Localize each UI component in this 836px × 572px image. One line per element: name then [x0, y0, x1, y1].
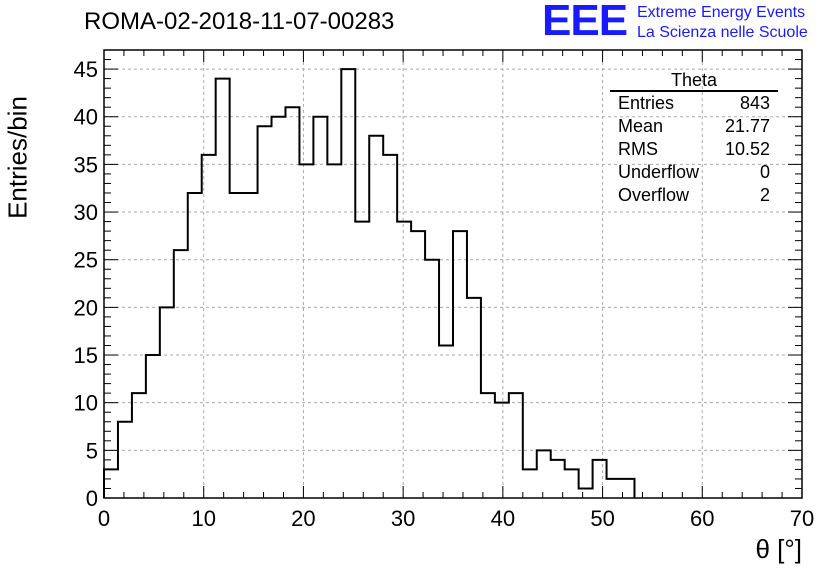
histogram-bin: [579, 488, 593, 498]
stats-row-underflow: Underflow 0: [610, 161, 778, 184]
histogram-bin: [523, 469, 537, 498]
histogram-bin: [481, 393, 495, 498]
stats-value: 21.77: [724, 116, 770, 136]
histogram-bin: [369, 136, 383, 498]
stats-value: 0: [759, 162, 770, 182]
histogram-bin: [425, 260, 439, 498]
stats-row-entries: Entries 843: [610, 92, 778, 115]
histogram-bin: [146, 355, 160, 498]
histogram-bin: [118, 422, 132, 498]
x-tick-label: 40: [491, 506, 515, 531]
logo-line-2: La Scienza nelle Scuole: [637, 24, 808, 41]
x-tick-label: 50: [590, 506, 614, 531]
y-tick-label: 25: [74, 248, 98, 273]
y-tick-label: 30: [74, 200, 98, 225]
histogram-bin: [174, 250, 188, 498]
histogram-bin: [509, 393, 523, 498]
histogram-bin: [230, 193, 244, 498]
y-tick-label: 45: [74, 57, 98, 82]
histogram-bin: [341, 69, 355, 498]
stats-value: 2: [759, 185, 770, 205]
histogram-bin: [453, 231, 467, 498]
stats-value: 843: [739, 93, 770, 113]
histogram-bin: [216, 79, 230, 498]
histogram-bin: [327, 164, 341, 498]
histogram-bin: [537, 450, 551, 498]
stats-box: Theta Entries 843 Mean 21.77 RMS 10.52 U…: [610, 70, 778, 207]
y-tick-label: 40: [74, 105, 98, 130]
stats-value: 10.52: [724, 139, 770, 159]
stats-title: Theta: [610, 70, 778, 92]
plot-frame: [103, 49, 803, 499]
x-tick-label: 70: [790, 506, 814, 531]
histogram-bin: [188, 193, 202, 498]
x-tick-label: 60: [690, 506, 714, 531]
y-tick-label: 0: [86, 486, 98, 511]
logo-line-1: Extreme Energy Events: [637, 4, 806, 21]
histogram-bin: [104, 469, 118, 498]
y-tick-label: 35: [74, 152, 98, 177]
histogram-bin: [299, 164, 313, 498]
histogram-bin: [467, 298, 481, 498]
chart-title: ROMA-02-2018-11-07-00283: [84, 8, 395, 35]
histogram-bin: [383, 155, 397, 498]
stats-label: Underflow: [618, 162, 700, 182]
histogram-bin: [355, 222, 369, 498]
histogram-bin: [258, 126, 272, 498]
histogram-bin: [607, 479, 621, 498]
y-axis-label: Entries/bin: [2, 96, 33, 219]
x-tick-label: 30: [391, 506, 415, 531]
histogram-bin: [285, 107, 299, 498]
stats-row-mean: Mean 21.77: [610, 115, 778, 138]
stats-label: Overflow: [618, 185, 690, 205]
stats-row-overflow: Overflow 2: [610, 184, 778, 207]
stats-label: RMS: [618, 139, 658, 159]
y-tick-label: 15: [74, 343, 98, 368]
stats-row-rms: RMS 10.52: [610, 138, 778, 161]
x-tick-label: 10: [191, 506, 215, 531]
histogram-bin: [411, 231, 425, 498]
x-axis-label: θ [°]: [755, 534, 802, 564]
histogram-bin: [397, 222, 411, 498]
logo-letters: EEE: [542, 0, 628, 45]
x-tick-label: 20: [291, 506, 315, 531]
histogram-bin: [132, 393, 146, 498]
histogram-bin: [593, 460, 607, 498]
histogram-bin: [565, 469, 579, 498]
y-tick-label: 20: [74, 295, 98, 320]
x-tick-label: 0: [98, 506, 110, 531]
stats-label: Mean: [618, 116, 664, 136]
histogram-series: [103, 68, 636, 498]
stats-label: Entries: [618, 93, 675, 113]
histogram-bin: [244, 193, 258, 498]
y-tick-label: 5: [86, 438, 98, 463]
histogram-bin: [439, 345, 453, 498]
y-tick-label: 10: [74, 391, 98, 416]
